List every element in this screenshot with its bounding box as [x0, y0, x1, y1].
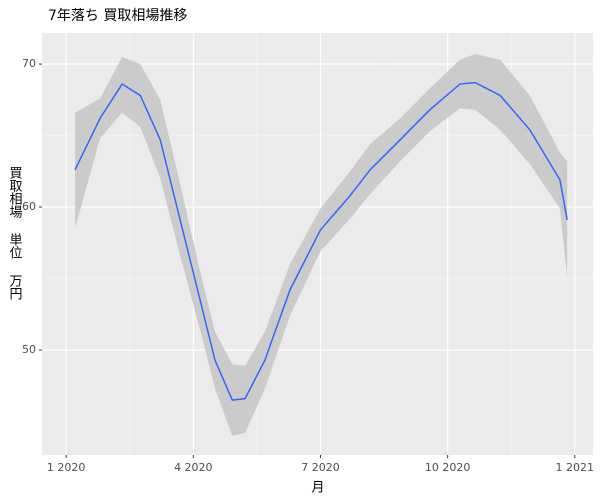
smooth-line	[74, 81, 568, 401]
x-tick-label: 1 2021	[556, 461, 595, 474]
x-tick-label: 1 2020	[47, 461, 86, 474]
y-tick-label: 50	[22, 343, 36, 356]
x-tick-label: 7 2020	[301, 461, 340, 474]
confidence-band	[75, 54, 568, 436]
x-tick-label: 10 2020	[425, 461, 471, 474]
y-tick-label: 70	[22, 57, 36, 70]
y-tick-label: 60	[22, 200, 36, 213]
y-axis-label: 買取相場 単位 万円	[7, 166, 23, 300]
x-tick-label: 4 2020	[174, 461, 213, 474]
x-axis-label: 月	[311, 481, 324, 496]
chart-title: 7年落ち 買取相場推移	[48, 8, 187, 24]
